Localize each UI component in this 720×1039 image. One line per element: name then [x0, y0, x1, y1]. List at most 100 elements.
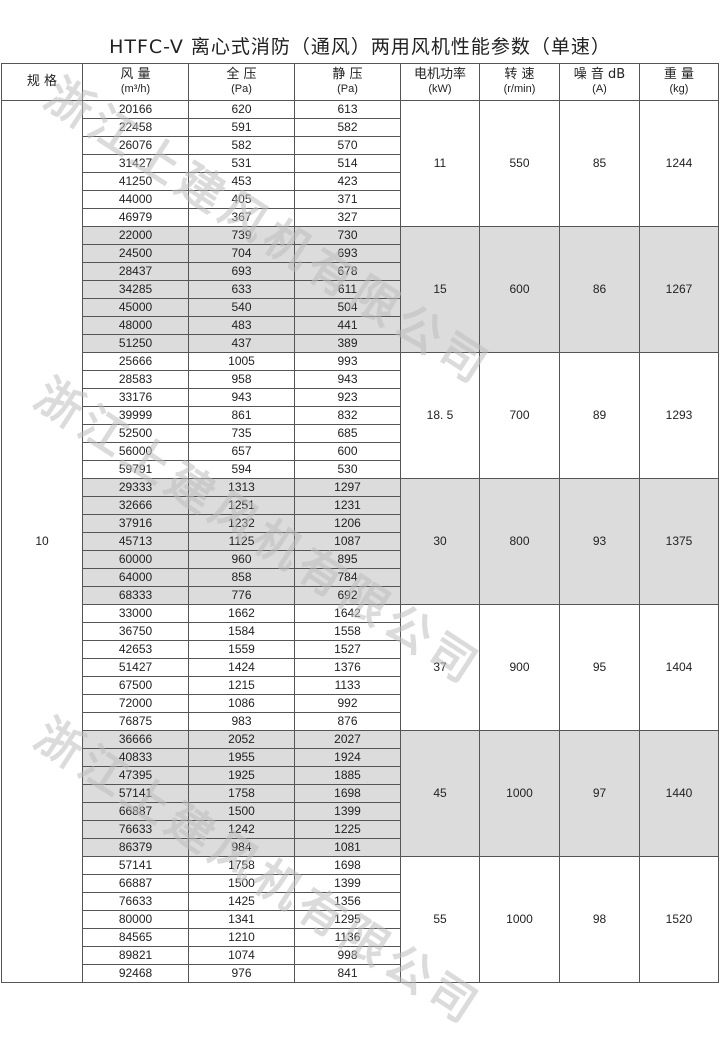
header-static-pressure: 静 压 (Pa) [294, 63, 401, 101]
total-pressure-cell: 735 [188, 424, 295, 443]
total-pressure-cell: 1125 [188, 532, 295, 551]
total-pressure-cell: 983 [188, 712, 295, 731]
total-pressure-cell: 1005 [188, 352, 295, 371]
static-pressure-cell: 943 [294, 370, 401, 389]
table-row: 29333 1313 1297 30 800 93 1375 [2, 478, 719, 605]
table-row: 22000 739 730 15 600 86 1267 [2, 226, 719, 353]
table-row: 89821 1074 998 [2, 946, 719, 965]
static-pressure-cell: 1885 [294, 766, 401, 785]
static-pressure-cell: 895 [294, 550, 401, 569]
table-row: 92468 976 841 [2, 964, 719, 983]
airflow-cell: 51250 [82, 334, 189, 353]
static-pressure-cell: 600 [294, 442, 401, 461]
speed-cell: 700 [479, 352, 560, 479]
static-pressure-cell: 613 [294, 100, 401, 119]
motor-power-cell: 18. 5 [400, 352, 480, 479]
airflow-cell: 76633 [82, 820, 189, 839]
static-pressure-cell: 570 [294, 136, 401, 155]
table-row: 33000 1662 1642 37 900 95 1404 [2, 604, 719, 731]
total-pressure-cell: 1215 [188, 676, 295, 695]
static-pressure-cell: 998 [294, 946, 401, 965]
static-pressure-cell: 784 [294, 568, 401, 587]
total-pressure-cell: 1500 [188, 874, 295, 893]
total-pressure-cell: 1242 [188, 820, 295, 839]
header-noise: 噪 音 dB (A) [559, 63, 640, 101]
motor-power-cell: 11 [400, 100, 480, 227]
table-row: 28583 958 943 [2, 370, 719, 389]
table-row: 42653 1559 1527 [2, 640, 719, 659]
weight-cell: 1440 [639, 730, 719, 857]
total-pressure-cell: 960 [188, 550, 295, 569]
airflow-cell: 52500 [82, 424, 189, 443]
airflow-cell: 33000 [82, 604, 189, 623]
table-row: 44000 405 371 [2, 190, 719, 209]
airflow-cell: 39999 [82, 406, 189, 425]
static-pressure-cell: 876 [294, 712, 401, 731]
airflow-cell: 45000 [82, 298, 189, 317]
airflow-cell: 31427 [82, 154, 189, 173]
total-pressure-cell: 1584 [188, 622, 295, 641]
static-pressure-cell: 1225 [294, 820, 401, 839]
table-row: 66887 1500 1399 [2, 874, 719, 893]
static-pressure-cell: 693 [294, 244, 401, 263]
total-pressure-cell: 591 [188, 118, 295, 137]
table-row: 33176 943 923 [2, 388, 719, 407]
airflow-cell: 28583 [82, 370, 189, 389]
airflow-cell: 41250 [82, 172, 189, 191]
total-pressure-cell: 1925 [188, 766, 295, 785]
airflow-cell: 22458 [82, 118, 189, 137]
noise-cell: 97 [559, 730, 640, 857]
airflow-cell: 57141 [82, 784, 189, 803]
table-row: 25666 1005 993 18. 5 700 89 1293 [2, 352, 719, 479]
static-pressure-cell: 730 [294, 226, 401, 245]
total-pressure-cell: 1955 [188, 748, 295, 767]
total-pressure-cell: 1074 [188, 946, 295, 965]
total-pressure-cell: 704 [188, 244, 295, 263]
table-row: 24500 704 693 [2, 244, 719, 263]
static-pressure-cell: 1558 [294, 622, 401, 641]
total-pressure-cell: 657 [188, 442, 295, 461]
static-pressure-cell: 992 [294, 694, 401, 713]
motor-power-cell: 37 [400, 604, 480, 731]
static-pressure-cell: 582 [294, 118, 401, 137]
airflow-cell: 59791 [82, 460, 189, 479]
static-pressure-cell: 441 [294, 316, 401, 335]
airflow-cell: 28437 [82, 262, 189, 281]
airflow-cell: 36666 [82, 730, 189, 749]
table-row: 76633 1242 1225 [2, 820, 719, 839]
speed-cell: 1000 [479, 856, 560, 983]
static-pressure-cell: 1698 [294, 784, 401, 803]
noise-cell: 86 [559, 226, 640, 353]
static-pressure-cell: 1399 [294, 802, 401, 821]
static-pressure-cell: 423 [294, 172, 401, 191]
total-pressure-cell: 984 [188, 838, 295, 857]
weight-cell: 1267 [639, 226, 719, 353]
performance-table: 规 格 风 量 (m³/h) 全 压 (Pa) 静 压 (Pa) 电机功率 (kW) 转… [1, 63, 719, 983]
table-row: 60000 960 895 [2, 550, 719, 569]
table-row: 86379 984 1081 [2, 838, 719, 857]
total-pressure-cell: 540 [188, 298, 295, 317]
header-airflow: 风 量 (m³/h) [82, 63, 189, 101]
total-pressure-cell: 1758 [188, 784, 295, 803]
total-pressure-cell: 367 [188, 208, 295, 227]
static-pressure-cell: 1527 [294, 640, 401, 659]
airflow-cell: 46979 [82, 208, 189, 227]
static-pressure-cell: 327 [294, 208, 401, 227]
airflow-cell: 29333 [82, 478, 189, 497]
speed-cell: 600 [479, 226, 560, 353]
airflow-cell: 47395 [82, 766, 189, 785]
table-row: 28437 693 678 [2, 262, 719, 281]
airflow-cell: 57141 [82, 856, 189, 875]
table-row: 46979 367 327 [2, 208, 719, 227]
total-pressure-cell: 976 [188, 964, 295, 983]
table-row: 51250 437 389 [2, 334, 719, 353]
table-row: 68333 776 692 [2, 586, 719, 605]
airflow-cell: 64000 [82, 568, 189, 587]
static-pressure-cell: 1399 [294, 874, 401, 893]
total-pressure-cell: 1758 [188, 856, 295, 875]
motor-power-cell: 15 [400, 226, 480, 353]
motor-power-cell: 45 [400, 730, 480, 857]
noise-cell: 85 [559, 100, 640, 227]
airflow-cell: 67500 [82, 676, 189, 695]
static-pressure-cell: 841 [294, 964, 401, 983]
